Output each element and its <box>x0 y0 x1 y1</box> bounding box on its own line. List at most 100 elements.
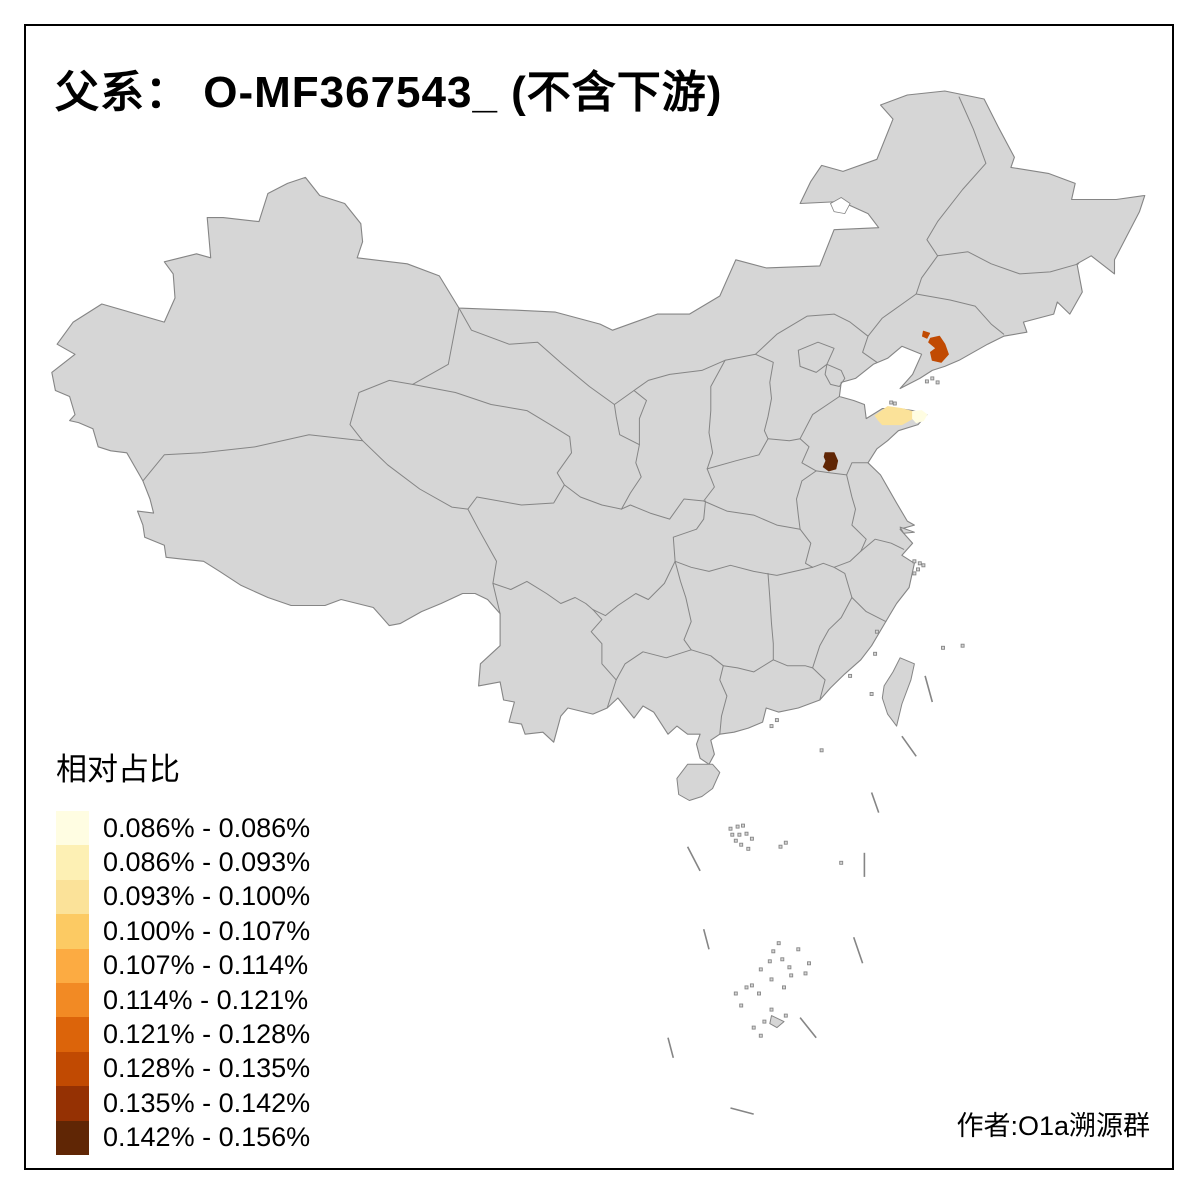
province-border <box>862 335 878 363</box>
islet-speck <box>780 957 785 962</box>
islet-speck <box>796 947 801 952</box>
islet-speck <box>730 832 735 837</box>
islet-speck <box>769 1007 774 1012</box>
legend-swatch <box>56 948 89 983</box>
legend-row: 0.114% - 0.121% <box>56 982 310 1018</box>
region-liaoning-north-dot: 0.128% - 0.135% <box>922 330 931 339</box>
islet-speck <box>744 985 749 990</box>
province-border <box>799 528 814 568</box>
province-border <box>915 255 939 295</box>
islet-speck <box>757 991 761 996</box>
islet-speck <box>771 949 776 954</box>
province-border <box>851 597 887 623</box>
islet-speck <box>758 967 763 972</box>
islet-speck <box>960 643 965 648</box>
islet-speck <box>739 842 744 847</box>
islet-speck <box>744 831 749 836</box>
islet-speck <box>733 991 738 996</box>
legend-row: 0.135% - 0.142% <box>56 1086 310 1121</box>
islet-speck <box>869 692 874 696</box>
province-border <box>703 500 801 530</box>
islet-speck <box>749 836 754 841</box>
province-border <box>613 390 647 446</box>
province-border <box>706 359 726 470</box>
islet-speck <box>819 748 824 753</box>
legend-swatch <box>56 879 89 915</box>
nine-dash-segment <box>901 735 917 757</box>
islet-speck <box>737 832 742 837</box>
islet-speck <box>930 376 935 381</box>
region-shandong-yantai: 0.093% - 0.100% <box>874 406 914 426</box>
islet-speck <box>892 401 897 406</box>
legend-label: 0.093% - 0.100% <box>103 881 311 912</box>
islet-speck <box>787 965 792 970</box>
province-border <box>767 396 840 442</box>
province-border <box>812 597 853 669</box>
province-border <box>674 560 814 576</box>
islet-speck <box>776 941 781 946</box>
province-border <box>799 438 817 472</box>
province-border <box>846 474 867 552</box>
legend: 相对占比 0.086% - 0.086% 0.086% - 0.093% 0.093… <box>56 744 310 1155</box>
province-border <box>621 468 715 520</box>
islet-speck <box>912 571 917 576</box>
province-border <box>755 353 774 440</box>
legend-label: 0.128% - 0.135% <box>103 1053 311 1084</box>
province-border <box>142 307 460 482</box>
legend-label: 0.100% - 0.107% <box>103 915 311 946</box>
province-border <box>915 293 1005 335</box>
province-border <box>796 470 817 530</box>
island-shape <box>676 763 721 801</box>
islet-speck <box>782 985 786 990</box>
region-liaoning-central: 0.128% - 0.135% <box>928 335 949 363</box>
legend-row: 0.093% - 0.100% <box>56 879 311 915</box>
legend-row: 0.107% - 0.114% <box>56 948 310 983</box>
legend-label: 0.114% - 0.121% <box>103 984 309 1015</box>
nine-dash-segment <box>799 1017 817 1039</box>
nine-dash-segment <box>702 928 710 950</box>
nine-dash-segment <box>870 792 880 813</box>
legend-row: 0.128% - 0.135% <box>56 1051 311 1087</box>
region-shandong-jining: 0.142% - 0.156% <box>822 452 839 472</box>
page-title: 父系： O-MF367543_ (不含下游) <box>55 68 723 117</box>
lake-shape <box>829 197 851 215</box>
province-border <box>412 383 572 486</box>
nine-dash-segment <box>686 846 701 872</box>
island-shape <box>881 657 915 727</box>
legend-label: 0.086% - 0.086% <box>103 812 311 843</box>
legend-label: 0.086% - 0.093% <box>103 847 311 878</box>
legend-title: 相对占比 <box>56 752 180 787</box>
region-shandong-weihai: 0.086% - 0.086% <box>912 410 928 424</box>
islet-speck <box>778 844 783 849</box>
province-border <box>824 363 846 387</box>
province-border <box>926 96 987 257</box>
islet-speck <box>924 379 929 384</box>
province-border <box>706 438 769 470</box>
legend-swatch <box>56 1051 89 1087</box>
province-border <box>833 550 862 568</box>
legend-row: 0.100% - 0.107% <box>56 914 311 949</box>
islet-speck <box>921 563 926 568</box>
province-border <box>672 500 706 562</box>
nine-dash-segment <box>924 675 934 703</box>
islet-speck <box>912 559 917 564</box>
province-border <box>458 307 835 405</box>
nine-dash-segment <box>852 936 864 964</box>
legend-row: 0.142% - 0.156% <box>56 1120 310 1155</box>
attribution-text: 作者:O1a溯源群 <box>956 1111 1150 1141</box>
legend-row: 0.086% - 0.093% <box>56 845 311 880</box>
islet-speck <box>935 380 940 385</box>
islet-speck <box>889 400 894 405</box>
islet-speck <box>769 724 774 729</box>
legend-row: 0.121% - 0.128% <box>56 1017 310 1052</box>
legend-swatch <box>56 1120 89 1155</box>
province-border <box>492 580 594 611</box>
province-border <box>690 649 724 667</box>
legend-swatch <box>56 845 89 880</box>
islet-speck <box>803 971 808 976</box>
islet-speck <box>839 860 844 865</box>
islet-speck <box>739 1003 744 1008</box>
province-border <box>767 572 774 661</box>
province-border <box>722 659 814 673</box>
